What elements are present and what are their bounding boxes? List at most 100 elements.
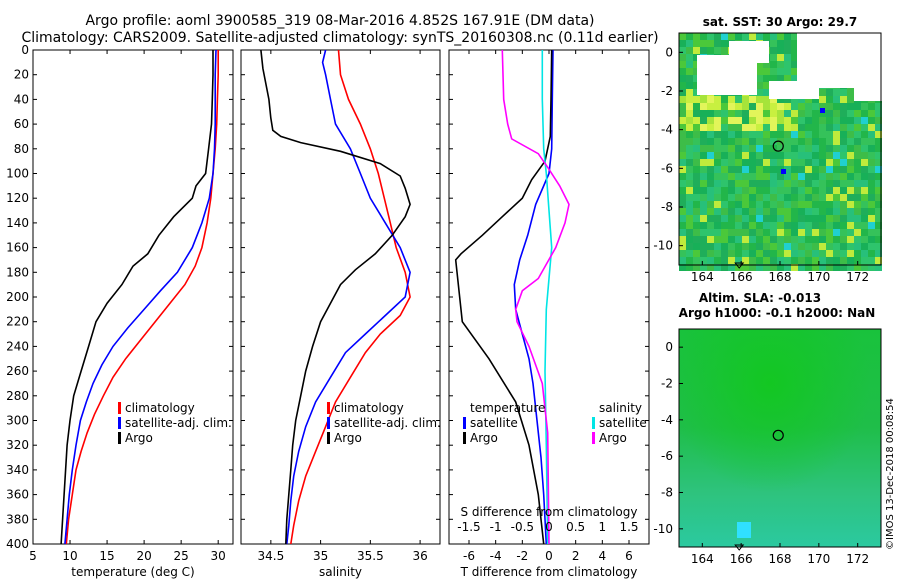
map-pixel <box>735 131 742 138</box>
map-pixel <box>819 131 826 138</box>
map-pixel <box>791 159 798 166</box>
map-pixel <box>826 215 833 222</box>
map-pixel <box>693 166 700 173</box>
map-pixel <box>840 264 847 271</box>
map-pixel <box>826 131 833 138</box>
map-pixel <box>798 152 805 159</box>
map-pixel <box>679 61 686 68</box>
map-pixel <box>784 166 791 173</box>
map-pixel <box>749 236 756 243</box>
map-pixel <box>679 243 686 250</box>
map-pixel <box>861 215 868 222</box>
map-pixel <box>679 222 686 229</box>
map-pixel <box>742 243 749 250</box>
map-pixel <box>805 208 812 215</box>
map-pixel <box>784 173 791 180</box>
map-pixel <box>812 215 819 222</box>
map-pixel <box>812 208 819 215</box>
map-pixel <box>868 236 875 243</box>
map-pixel <box>805 110 812 117</box>
map-pixel <box>721 152 728 159</box>
map-pixel <box>707 131 714 138</box>
map-pixel <box>819 103 826 110</box>
legend-label: satellite <box>599 416 647 430</box>
map-pixel <box>728 257 735 264</box>
map-pixel <box>798 257 805 264</box>
map-pixel <box>798 215 805 222</box>
map-pixel <box>742 159 749 166</box>
map-pixel <box>868 215 875 222</box>
legend-swatch <box>327 402 330 414</box>
x-tick-label: 172 <box>846 552 869 566</box>
map-pixel <box>679 75 686 82</box>
map-pixel <box>679 173 686 180</box>
map-pixel <box>805 236 812 243</box>
map-pixel <box>763 250 770 257</box>
x-tick-label: 170 <box>807 270 830 284</box>
map-pixel <box>847 243 854 250</box>
map-pixel <box>826 194 833 201</box>
map-pixel <box>756 82 763 89</box>
x-tick-label: -6 <box>463 549 475 563</box>
map-pixel <box>819 229 826 236</box>
map-pixel <box>805 257 812 264</box>
map-pixel <box>805 187 812 194</box>
map-pixel <box>721 103 728 110</box>
map-pixel <box>728 250 735 257</box>
map-pixel <box>693 208 700 215</box>
map-pixel <box>784 96 791 103</box>
figure-title-line2: Climatology: CARS2009. Satellite-adjuste… <box>21 30 659 46</box>
map-pixel <box>728 194 735 201</box>
map-pixel <box>819 173 826 180</box>
map-pixel <box>679 145 686 152</box>
map-pixel <box>875 229 882 236</box>
map-pixel <box>840 194 847 201</box>
map-pixel <box>833 110 840 117</box>
map-pixel <box>833 208 840 215</box>
map-pixel <box>777 33 784 40</box>
map-pixel <box>854 243 861 250</box>
map-pixel <box>728 201 735 208</box>
map-pixel <box>819 145 826 152</box>
map-pixel <box>756 250 763 257</box>
map-pixel <box>763 229 770 236</box>
map-pixel <box>707 180 714 187</box>
map-pixel <box>721 40 728 47</box>
map-pixel <box>756 138 763 145</box>
map-pixel <box>805 264 812 271</box>
map-pixel <box>693 138 700 145</box>
map-pixel <box>784 250 791 257</box>
map-pixel <box>770 194 777 201</box>
map-pixel <box>861 194 868 201</box>
map-pixel <box>812 110 819 117</box>
map-pixel <box>861 173 868 180</box>
map-pixel <box>791 61 798 68</box>
map-pixel <box>840 215 847 222</box>
map-pixel <box>875 222 882 229</box>
map-pixel <box>742 96 749 103</box>
map-pixel <box>840 187 847 194</box>
map-pixel <box>714 229 721 236</box>
legend-label: climatology <box>334 401 404 415</box>
x-tick-label: 5 <box>29 549 37 563</box>
map-pixel <box>700 215 707 222</box>
map-pixel <box>833 264 840 271</box>
y-tick-label: 0 <box>665 340 673 354</box>
map-pixel <box>868 103 875 110</box>
map-pixel <box>781 169 786 174</box>
map-pixel <box>819 89 826 96</box>
map-pixel <box>763 103 770 110</box>
map-pixel <box>791 201 798 208</box>
y-tick-label: 200 <box>6 290 29 304</box>
map-pixel <box>770 131 777 138</box>
map-pixel <box>777 208 784 215</box>
map-pixel <box>798 96 805 103</box>
map-pixel <box>693 117 700 124</box>
map-pixel <box>854 229 861 236</box>
map-pixel <box>840 208 847 215</box>
map-pixel <box>742 250 749 257</box>
no-data-region <box>854 73 892 101</box>
map-pixel <box>707 124 714 131</box>
map-pixel <box>763 89 770 96</box>
map-pixel <box>756 117 763 124</box>
